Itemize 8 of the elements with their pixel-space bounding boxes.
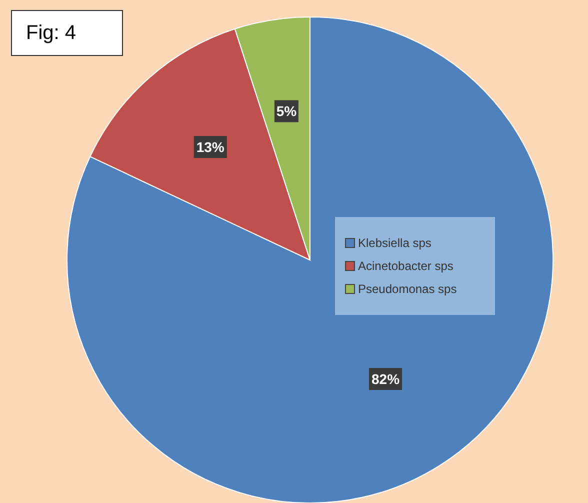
chart-title: Fig: 4 bbox=[11, 10, 123, 56]
pie-slice bbox=[66, 16, 554, 503]
slice-label: Klebsiella sps bbox=[358, 236, 432, 250]
data-label: 13% bbox=[196, 138, 225, 155]
data-label: 5% bbox=[276, 103, 298, 120]
legend-label: Acinetobacter sps bbox=[358, 259, 454, 273]
data-label: 82% bbox=[372, 371, 400, 387]
legend-label: Pseudomonas sps bbox=[358, 282, 457, 296]
